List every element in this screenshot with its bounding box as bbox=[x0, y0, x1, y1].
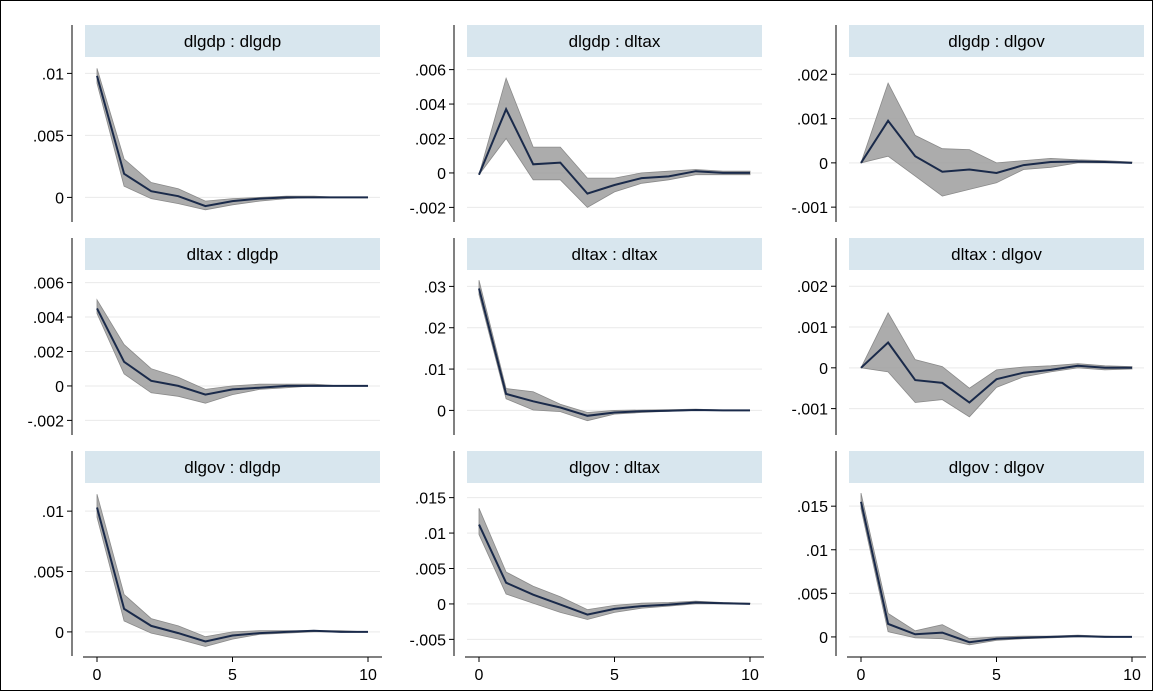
panel-title-band bbox=[467, 25, 762, 57]
y-tick-label: .006 bbox=[415, 63, 446, 80]
y-tick-label: -.001 bbox=[792, 200, 829, 217]
panel-6: dltax : dlgov -.001 0 .001 .002 bbox=[792, 238, 1144, 435]
y-tick-label: .001 bbox=[797, 320, 828, 337]
y-tick-label: 0 bbox=[819, 156, 828, 173]
irf-line bbox=[96, 75, 368, 208]
panel-title: dltax : dlgdp bbox=[187, 245, 279, 264]
panel-title: dlgov : dlgov bbox=[949, 458, 1045, 477]
panel-title: dlgdp : dlgov bbox=[948, 32, 1045, 51]
x-tick-label: 10 bbox=[359, 667, 377, 684]
panel-1: dlgdp : dlgdp 0 .005 .01 bbox=[33, 25, 380, 222]
panel-title-band bbox=[85, 25, 380, 57]
panel-title-band bbox=[467, 451, 762, 483]
y-tick-label: 0 bbox=[55, 190, 64, 207]
x-tick-label: 0 bbox=[93, 667, 102, 684]
y-tick-label: .004 bbox=[415, 97, 446, 114]
y-tick-label: .006 bbox=[33, 276, 64, 293]
panel-title-band bbox=[85, 451, 380, 483]
x-tick-label: 5 bbox=[992, 667, 1001, 684]
y-tick-label: .01 bbox=[424, 526, 446, 543]
y-tick-label: .015 bbox=[797, 499, 828, 516]
x-tick-label: 5 bbox=[228, 667, 237, 684]
confidence-band bbox=[96, 68, 368, 211]
y-tick-label: .002 bbox=[415, 132, 446, 149]
y-tick-label: 0 bbox=[819, 361, 828, 378]
panel-title: dlgov : dlgdp bbox=[184, 458, 280, 477]
panel-title-band bbox=[849, 25, 1144, 57]
y-tick-label: .002 bbox=[797, 279, 828, 296]
irf-line bbox=[96, 307, 368, 396]
panel-4: dltax : dlgdp -.002 0 .002 .004 .006 bbox=[28, 238, 380, 435]
y-tick-label: -.005 bbox=[410, 632, 447, 649]
y-tick-label: -.001 bbox=[792, 402, 829, 419]
y-tick-label: .005 bbox=[797, 586, 828, 603]
confidence-band bbox=[860, 493, 1133, 646]
confidence-band bbox=[860, 311, 1133, 418]
y-tick-label: 0 bbox=[437, 403, 446, 420]
y-tick-label: .005 bbox=[33, 565, 64, 582]
y-tick-label: .01 bbox=[42, 66, 64, 83]
panel-2: dlgdp : dltax -.002 0 .002 .004 .006 bbox=[410, 25, 762, 222]
y-tick-label: .01 bbox=[806, 543, 828, 560]
panel-title: dlgdp : dltax bbox=[569, 32, 661, 51]
confidence-band bbox=[478, 76, 751, 208]
irf-line bbox=[860, 119, 1133, 175]
panel-title-band bbox=[467, 238, 762, 270]
panel-7: dlgov : dlgdp 0 .005 .01 0 5 10 bbox=[33, 451, 382, 684]
x-tick-label: 5 bbox=[610, 667, 619, 684]
confidence-band bbox=[478, 280, 751, 422]
panel-9: dlgov : dlgov 0 .005 .01 .015 0 5 10 bbox=[797, 451, 1146, 684]
y-tick-label: .02 bbox=[424, 321, 446, 338]
panel-5: dltax : dltax 0 .01 .02 .03 bbox=[424, 238, 762, 435]
y-tick-label: .005 bbox=[415, 562, 446, 579]
y-tick-label: -.002 bbox=[410, 200, 447, 217]
y-tick-label: .002 bbox=[797, 67, 828, 84]
irf-line bbox=[478, 524, 751, 616]
y-tick-label: 0 bbox=[55, 379, 64, 396]
irf-line bbox=[478, 288, 750, 417]
y-tick-label: .001 bbox=[797, 112, 828, 129]
panel-title-band bbox=[849, 451, 1144, 483]
y-tick-label: .03 bbox=[424, 279, 446, 296]
y-tick-label: .015 bbox=[415, 491, 446, 508]
y-tick-label: .01 bbox=[42, 504, 64, 521]
panel-title: dlgdp : dlgdp bbox=[184, 32, 281, 51]
panel-title-band bbox=[85, 238, 380, 270]
panel-8: dlgov : dltax -.005 0 .005 .01 .015 0 5 10 bbox=[410, 451, 764, 684]
y-tick-label: -.002 bbox=[28, 413, 65, 430]
y-tick-label: .004 bbox=[33, 310, 64, 327]
x-tick-label: 10 bbox=[741, 667, 759, 684]
irf-line bbox=[96, 507, 368, 643]
x-tick-label: 0 bbox=[857, 667, 866, 684]
x-tick-label: 10 bbox=[1123, 667, 1141, 684]
panel-title: dltax : dltax bbox=[572, 245, 658, 264]
panel-title-band bbox=[849, 238, 1144, 270]
irf-line bbox=[860, 501, 1132, 644]
irf-line bbox=[860, 340, 1132, 404]
panel-3: dlgdp : dlgov -.001 0 .001 .002 bbox=[792, 25, 1144, 222]
y-tick-label: .005 bbox=[33, 128, 64, 145]
panel-title: dltax : dlgov bbox=[951, 245, 1042, 264]
y-tick-label: 0 bbox=[437, 597, 446, 614]
confidence-band bbox=[96, 494, 369, 647]
y-tick-label: .01 bbox=[424, 362, 446, 379]
x-tick-label: 0 bbox=[475, 667, 484, 684]
panel-title: dlgov : dltax bbox=[569, 458, 660, 477]
y-tick-label: 0 bbox=[437, 166, 446, 183]
irf-line bbox=[478, 106, 750, 195]
y-tick-label: .002 bbox=[33, 345, 64, 362]
y-tick-label: 0 bbox=[819, 630, 828, 647]
y-tick-label: 0 bbox=[55, 625, 64, 642]
